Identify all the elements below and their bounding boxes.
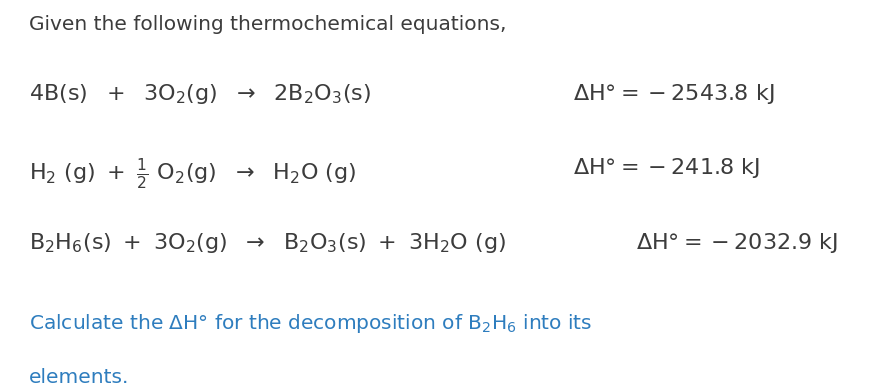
Text: $\mathregular{B_2H_6(s)\ +\ 3O_2(g)\ \ \rightarrow\ \ B_2O_3(s)\ +\ 3H_2O\ (g)}$: $\mathregular{B_2H_6(s)\ +\ 3O_2(g)\ \ \… (29, 230, 506, 255)
Text: elements.: elements. (29, 369, 129, 387)
Text: Given the following thermochemical equations,: Given the following thermochemical equat… (29, 15, 507, 34)
Text: $\mathregular{\Delta H°= -2543.8\ kJ}$: $\mathregular{\Delta H°= -2543.8\ kJ}$ (573, 82, 774, 106)
Text: $\mathregular{\Delta H°= -2032.9\ kJ}$: $\mathregular{\Delta H°= -2032.9\ kJ}$ (636, 230, 838, 255)
Text: Calculate the $\mathregular{\Delta H°}$ for the decomposition of $\mathregular{B: Calculate the $\mathregular{\Delta H°}$ … (29, 312, 592, 335)
Text: $\mathregular{H_2\ (g)\ +\ \frac{1}{2}\ O_2(g)\ \ \rightarrow\ \ H_2O\ (g)}$: $\mathregular{H_2\ (g)\ +\ \frac{1}{2}\ … (29, 156, 356, 191)
Text: $\mathregular{4B(s)\ \ +\ \ 3O_2(g)\ \ \rightarrow\ \ 2B_2O_3(s)}$: $\mathregular{4B(s)\ \ +\ \ 3O_2(g)\ \ \… (29, 82, 371, 106)
Text: $\mathregular{\Delta H°= -241.8\ kJ}$: $\mathregular{\Delta H°= -241.8\ kJ}$ (573, 156, 760, 180)
